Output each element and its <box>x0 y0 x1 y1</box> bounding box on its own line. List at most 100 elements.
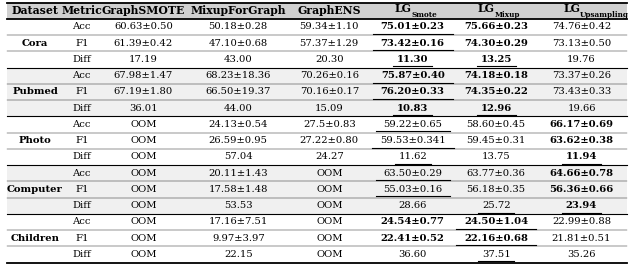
Text: 58.60±0.45: 58.60±0.45 <box>467 120 525 129</box>
Text: 63.50±0.29: 63.50±0.29 <box>383 169 442 178</box>
Text: 59.53±0.341: 59.53±0.341 <box>380 136 445 145</box>
Text: 73.13±0.50: 73.13±0.50 <box>552 39 611 48</box>
Text: 73.37±0.26: 73.37±0.26 <box>552 71 611 80</box>
Text: 13.75: 13.75 <box>482 153 511 162</box>
Text: 12.96: 12.96 <box>481 104 512 113</box>
Text: OOM: OOM <box>130 169 157 178</box>
Text: LG: LG <box>478 3 495 13</box>
Text: 35.26: 35.26 <box>567 250 596 259</box>
Text: Computer: Computer <box>7 185 63 194</box>
Text: 59.22±0.65: 59.22±0.65 <box>383 120 442 129</box>
Text: 74.18±0.18: 74.18±0.18 <box>464 71 528 80</box>
Text: Acc: Acc <box>72 169 91 178</box>
Text: 22.41±0.52: 22.41±0.52 <box>381 234 445 243</box>
Text: 24.13±0.54: 24.13±0.54 <box>209 120 268 129</box>
Text: 23.94: 23.94 <box>566 201 597 210</box>
Text: 11.62: 11.62 <box>398 153 427 162</box>
Text: 74.30±0.29: 74.30±0.29 <box>464 39 528 48</box>
Text: OOM: OOM <box>130 136 157 145</box>
Text: OOM: OOM <box>316 169 342 178</box>
Bar <box>6 35 627 51</box>
Text: Metric: Metric <box>61 5 102 16</box>
Text: 24.50±1.04: 24.50±1.04 <box>464 218 528 227</box>
Bar <box>6 19 627 35</box>
Text: OOM: OOM <box>316 201 342 210</box>
Text: LG: LG <box>394 3 412 13</box>
Text: 36.01: 36.01 <box>129 104 158 113</box>
Text: 26.59±0.95: 26.59±0.95 <box>209 136 268 145</box>
Text: 17.58±1.48: 17.58±1.48 <box>209 185 268 194</box>
Text: OOM: OOM <box>130 218 157 227</box>
Text: 74.76±0.42: 74.76±0.42 <box>552 22 611 31</box>
Text: 27.22±0.80: 27.22±0.80 <box>300 136 359 145</box>
Text: 60.63±0.50: 60.63±0.50 <box>114 22 173 31</box>
Text: F1: F1 <box>75 185 88 194</box>
Text: 56.18±0.35: 56.18±0.35 <box>467 185 525 194</box>
Text: Diff: Diff <box>72 250 91 259</box>
Text: OOM: OOM <box>316 250 342 259</box>
Text: 64.66±0.78: 64.66±0.78 <box>550 169 614 178</box>
Text: 20.11±1.43: 20.11±1.43 <box>209 169 268 178</box>
Text: GraphENS: GraphENS <box>298 5 361 16</box>
Bar <box>6 3 627 19</box>
Text: Acc: Acc <box>72 22 91 31</box>
Text: 55.03±0.16: 55.03±0.16 <box>383 185 442 194</box>
Bar <box>6 100 627 116</box>
Text: Dataset: Dataset <box>12 5 58 16</box>
Text: MixupForGraph: MixupForGraph <box>191 5 286 16</box>
Text: OOM: OOM <box>316 234 342 243</box>
Bar <box>6 230 627 246</box>
Text: 20.30: 20.30 <box>315 55 344 64</box>
Text: 37.51: 37.51 <box>482 250 511 259</box>
Text: 24.27: 24.27 <box>315 153 344 162</box>
Text: 50.18±0.28: 50.18±0.28 <box>209 22 268 31</box>
Bar <box>6 68 627 84</box>
Text: 25.72: 25.72 <box>482 201 511 210</box>
Text: OOM: OOM <box>130 120 157 129</box>
Text: 73.43±0.33: 73.43±0.33 <box>552 87 611 96</box>
Text: 10.83: 10.83 <box>397 104 428 113</box>
Text: 17.19: 17.19 <box>129 55 158 64</box>
Text: F1: F1 <box>75 234 88 243</box>
Text: GraphSMOTE: GraphSMOTE <box>102 5 185 16</box>
Text: 61.39±0.42: 61.39±0.42 <box>114 39 173 48</box>
Text: 13.25: 13.25 <box>481 55 512 64</box>
Text: OOM: OOM <box>130 234 157 243</box>
Text: 43.00: 43.00 <box>224 55 253 64</box>
Text: 19.76: 19.76 <box>567 55 596 64</box>
Text: Diff: Diff <box>72 55 91 64</box>
Text: OOM: OOM <box>316 218 342 227</box>
Text: 63.62±0.38: 63.62±0.38 <box>550 136 614 145</box>
Text: 24.54±0.77: 24.54±0.77 <box>381 218 445 227</box>
Bar <box>6 165 627 181</box>
Bar <box>6 214 627 230</box>
Text: 9.97±3.97: 9.97±3.97 <box>212 234 265 243</box>
Text: Diff: Diff <box>72 153 91 162</box>
Text: Acc: Acc <box>72 120 91 129</box>
Text: 75.01±0.23: 75.01±0.23 <box>381 22 445 31</box>
Text: 59.45±0.31: 59.45±0.31 <box>467 136 526 145</box>
Text: 66.17±0.69: 66.17±0.69 <box>550 120 614 129</box>
Text: F1: F1 <box>75 87 88 96</box>
Bar <box>6 181 627 197</box>
Text: OOM: OOM <box>130 201 157 210</box>
Text: F1: F1 <box>75 136 88 145</box>
Text: Smote: Smote <box>412 11 437 19</box>
Text: Cora: Cora <box>22 39 48 48</box>
Text: LG: LG <box>563 3 580 13</box>
Text: 27.5±0.83: 27.5±0.83 <box>303 120 356 129</box>
Text: OOM: OOM <box>130 250 157 259</box>
Bar <box>6 246 627 263</box>
Text: 70.16±0.17: 70.16±0.17 <box>300 87 359 96</box>
Text: 22.15: 22.15 <box>224 250 253 259</box>
Text: 36.60: 36.60 <box>399 250 427 259</box>
Text: 57.37±1.29: 57.37±1.29 <box>300 39 359 48</box>
Text: Acc: Acc <box>72 71 91 80</box>
Text: Upsampling: Upsampling <box>580 11 629 19</box>
Text: Mixup: Mixup <box>495 11 520 19</box>
Text: 66.50±19.37: 66.50±19.37 <box>205 87 271 96</box>
Text: 59.34±1.10: 59.34±1.10 <box>300 22 359 31</box>
Text: Diff: Diff <box>72 104 91 113</box>
Text: 11.30: 11.30 <box>397 55 428 64</box>
Text: 53.53: 53.53 <box>224 201 253 210</box>
